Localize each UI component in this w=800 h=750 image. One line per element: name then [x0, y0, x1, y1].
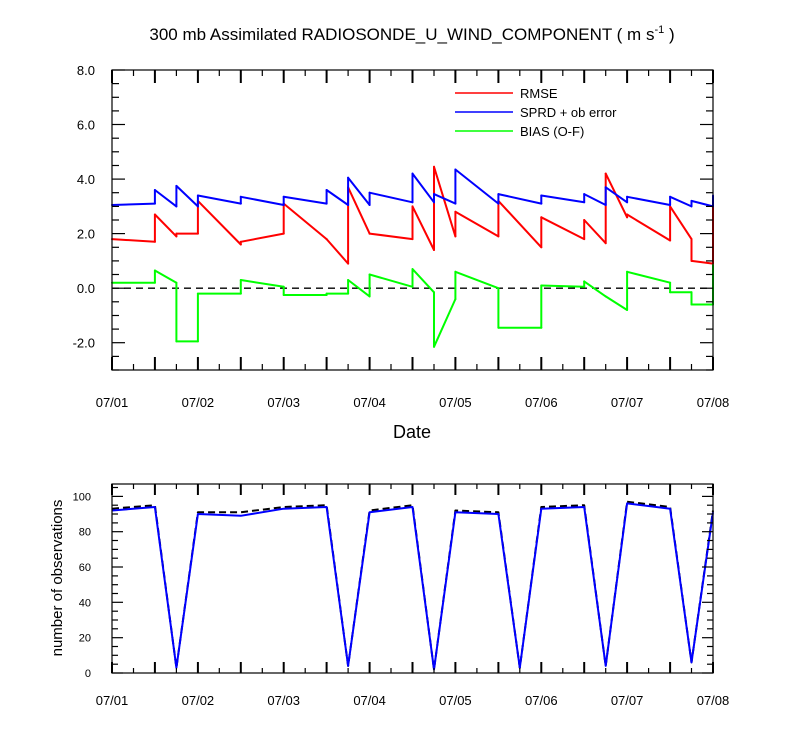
x-tick-label: 07/06 — [525, 395, 558, 410]
x-axis-label: Date — [393, 422, 431, 442]
segment-bias-o-f — [583, 280, 607, 298]
bottom-chart-y-tick-labels: 0 20 40 60 80 100 — [73, 491, 91, 680]
segment-sprd-ob-error — [669, 195, 693, 208]
segment-rmse — [583, 219, 607, 245]
segment-rmse — [239, 232, 285, 243]
y-tick-label: 4.0 — [77, 172, 95, 187]
y-tick-label: 20 — [79, 633, 91, 645]
segment-sprd-ob-error — [368, 191, 414, 204]
segment-sprd-ob-error — [433, 193, 457, 205]
segment-rmse — [626, 213, 672, 242]
bottom-chart-x-tick-labels: 07/01 07/02 07/03 07/04 07/05 07/06 07/07 07/08 — [96, 693, 730, 708]
segment-sprd-ob-error — [604, 186, 629, 204]
legend-label-sprd: SPRD + ob error — [520, 105, 617, 120]
x-tick-label: 07/05 — [439, 395, 472, 410]
segment-bias-o-f — [239, 279, 285, 288]
bottom-chart-ticks — [111, 484, 714, 674]
x-tick-label: 07/02 — [182, 395, 215, 410]
x-tick-label: 07/02 — [182, 693, 215, 708]
segment-rmse — [690, 259, 714, 265]
y-tick-label: 0 — [85, 668, 91, 680]
segment-bias-o-f — [540, 284, 586, 288]
segment-sprd-ob-error — [583, 193, 607, 206]
segment-sprd-ob-error — [497, 193, 543, 205]
segment-sprd-ob-error — [454, 168, 500, 205]
segment-sprd-ob-error — [196, 194, 242, 205]
y-axis-label-observations: number of observations — [49, 500, 66, 657]
series-total — [111, 500, 714, 671]
x-tick-label: 07/07 — [611, 395, 644, 410]
y-tick-label: 8.0 — [77, 63, 95, 78]
y-tick-label: -2.0 — [73, 336, 95, 351]
segment-rmse — [196, 199, 242, 246]
chart-title: 300 mb Assimilated RADIOSONDE_U_WIND_COM… — [149, 24, 674, 44]
segment-sprd-ob-error — [347, 176, 371, 206]
segment-sprd-ob-error — [411, 172, 435, 204]
segment-rmse — [282, 202, 328, 241]
x-tick-label: 07/01 — [96, 395, 129, 410]
segment-bias-o-f — [368, 273, 414, 288]
segment-bias-o-f — [153, 269, 178, 284]
segment-sprd-ob-error — [626, 195, 672, 206]
segment-rmse — [411, 205, 435, 251]
y-tick-label: 80 — [79, 527, 91, 539]
segment-sprd-ob-error — [239, 195, 285, 206]
y-tick-label: 2.0 — [77, 227, 95, 242]
segment-bias-o-f — [604, 295, 629, 311]
top-chart-ticks — [111, 69, 714, 371]
bottom-chart-series — [111, 500, 714, 671]
segment-rmse — [368, 232, 414, 241]
chart-title-end: ) — [664, 25, 674, 44]
segment-rmse — [454, 210, 500, 238]
series-assimilated — [111, 502, 714, 671]
segment-rmse — [153, 213, 178, 238]
segment-sprd-ob-error — [690, 199, 714, 208]
segment-rmse — [433, 165, 457, 238]
x-tick-label: 07/06 — [525, 693, 558, 708]
x-tick-label: 07/08 — [697, 395, 730, 410]
top-chart-y-tick-labels: -2.0 0.0 2.0 4.0 6.0 8.0 — [73, 63, 95, 351]
legend: RMSE SPRD + ob error BIAS (O-F) — [455, 86, 617, 139]
segment-sprd-ob-error — [111, 202, 156, 206]
segment-sprd-ob-error — [282, 195, 328, 205]
segment-sprd-ob-error — [540, 194, 586, 204]
segment-rmse — [497, 199, 543, 249]
y-tick-label: 0.0 — [77, 281, 95, 296]
segment-bias-o-f — [411, 268, 435, 294]
segment-bias-o-f — [454, 270, 500, 290]
x-tick-label: 07/04 — [353, 395, 386, 410]
x-tick-label: 07/05 — [439, 693, 472, 708]
legend-label-bias: BIAS (O-F) — [520, 124, 584, 139]
y-tick-label: 100 — [73, 491, 91, 503]
segment-rmse — [111, 238, 156, 243]
segment-sprd-ob-error — [153, 189, 178, 208]
series-sprd-ob-error — [111, 168, 714, 208]
series-bias-o-f — [111, 264, 714, 348]
x-tick-label: 07/08 — [697, 693, 730, 708]
top-chart-series — [111, 165, 714, 348]
segment-rmse — [669, 205, 693, 241]
y-tick-label: 6.0 — [77, 118, 95, 133]
top-chart-x-tick-labels: 07/01 07/02 07/03 07/04 07/05 07/06 07/07 07/08 — [96, 395, 730, 410]
x-tick-label: 07/03 — [267, 693, 300, 708]
y-tick-label: 60 — [79, 562, 91, 574]
rmse-spread-bias-chart: -2.0 0.0 2.0 4.0 6.0 8.0 07/01 07/02 07/03 07/04… — [73, 63, 730, 442]
y-tick-label: 40 — [79, 597, 91, 609]
segment-bias-o-f — [626, 270, 672, 284]
segment-bias-o-f — [347, 279, 371, 298]
segment-sprd-ob-error — [175, 184, 199, 208]
x-tick-label: 07/04 — [353, 693, 386, 708]
segment-sprd-ob-error — [325, 189, 350, 206]
x-tick-label: 07/03 — [267, 395, 300, 410]
segment-rmse — [325, 238, 350, 265]
legend-label-rmse: RMSE — [520, 86, 558, 101]
x-tick-label: 07/07 — [611, 693, 644, 708]
x-tick-label: 07/01 — [96, 693, 129, 708]
chart-title-superscript: -1 — [654, 24, 664, 36]
segment-rmse — [540, 216, 586, 241]
segment-bias-o-f — [433, 298, 457, 348]
segment-rmse — [347, 186, 371, 235]
